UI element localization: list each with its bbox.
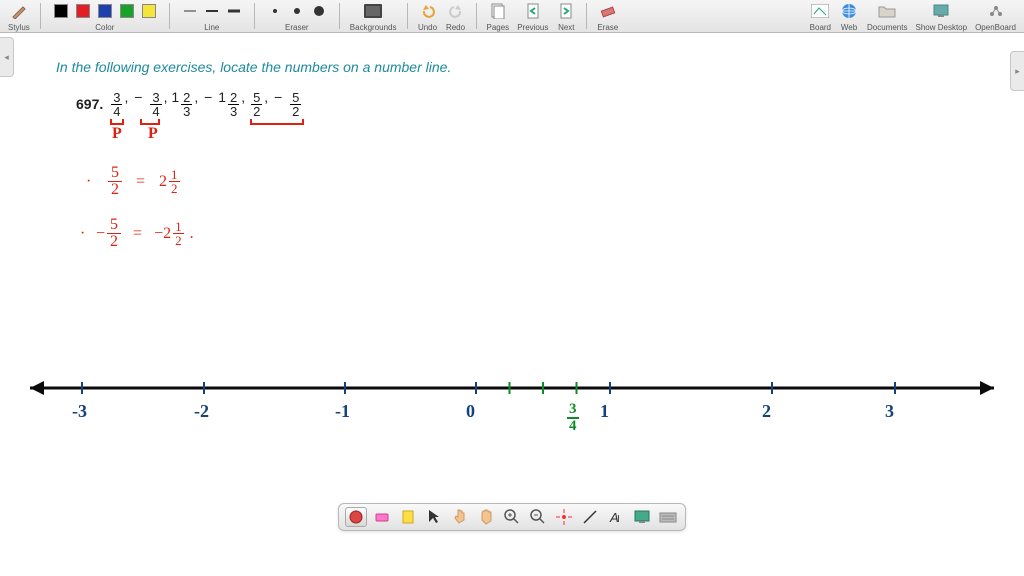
redo-icon[interactable] (446, 1, 466, 21)
previous-icon[interactable] (523, 1, 543, 21)
annotation-p2: P (148, 125, 158, 143)
undo-group: Undo (418, 0, 438, 32)
documents-icon[interactable] (877, 1, 897, 21)
tick-label: -1 (335, 401, 350, 422)
erase-label: Erase (597, 23, 618, 32)
documents-group: Documents (867, 0, 907, 32)
zoom-in-tool[interactable] (501, 507, 523, 527)
erase-group: Erase (597, 0, 618, 32)
color-swatch[interactable] (51, 1, 71, 21)
eraser-size-option[interactable] (265, 1, 285, 21)
erase-icon[interactable] (598, 1, 618, 21)
color-group: Color (51, 0, 159, 32)
laser-tool[interactable] (553, 507, 575, 527)
line-width-option[interactable] (202, 1, 222, 21)
board-icon[interactable] (810, 1, 830, 21)
redo-group: Redo (446, 0, 466, 32)
left-panel-tab[interactable]: ◂ (0, 37, 14, 77)
color-swatch[interactable] (95, 1, 115, 21)
screen-tool[interactable] (631, 507, 653, 527)
openboard-icon[interactable] (986, 1, 1006, 21)
annotation-p1: P (112, 125, 122, 143)
color-label: Color (95, 23, 114, 32)
web-label: Web (841, 23, 857, 32)
backgrounds-label: Backgrounds (350, 23, 397, 32)
text-tool[interactable]: AI (605, 507, 627, 527)
line-tool[interactable] (579, 507, 601, 527)
previous-label: Previous (517, 23, 548, 32)
line-label: Line (204, 23, 219, 32)
work-line-1: 5 2 = 2 1 2 (108, 165, 180, 198)
line-group: Line (180, 0, 244, 32)
pen-tool[interactable] (345, 507, 367, 527)
bullet-1: · (86, 173, 91, 191)
bracket-mark-3 (250, 119, 304, 125)
pages-group: Pages (487, 0, 510, 32)
bottom-toolbar: AI (338, 503, 686, 531)
documents-label: Documents (867, 23, 907, 32)
keyboard-tool[interactable] (657, 507, 679, 527)
board-label: Board (810, 23, 831, 32)
stylus-icon[interactable] (9, 1, 29, 21)
next-label: Next (558, 23, 574, 32)
showdesktop-icon[interactable] (931, 1, 951, 21)
svg-text:I: I (617, 514, 620, 525)
redo-label: Redo (446, 23, 465, 32)
pages-label: Pages (487, 23, 510, 32)
hand-point-tool[interactable] (449, 507, 471, 527)
fraction-tick-label: 34 (567, 397, 579, 434)
bullet-2: · (80, 225, 85, 243)
work-line-2: − 5 2 = − 2 1 2 . (96, 217, 194, 250)
tick-label: -3 (72, 401, 87, 422)
zoom-out-tool[interactable] (527, 507, 549, 527)
line-width-option[interactable] (180, 1, 200, 21)
tick-label: 2 (762, 401, 771, 422)
stylus-label: Stylus (8, 23, 30, 32)
color-swatch[interactable] (117, 1, 137, 21)
right-panel-tab[interactable]: ▸ (1010, 51, 1024, 91)
backgrounds-group: Backgrounds (350, 0, 397, 32)
tick-label: 1 (600, 401, 609, 422)
tick-label: 3 (885, 401, 894, 422)
top-toolbar: Stylus Color Line Eraser Backgrounds Und… (0, 0, 1024, 33)
eraser-tool[interactable] (371, 507, 393, 527)
showdesktop-label: Show Desktop (915, 23, 967, 32)
color-swatch[interactable] (73, 1, 93, 21)
next-icon[interactable] (556, 1, 576, 21)
eraser-size-option[interactable] (309, 1, 329, 21)
undo-icon[interactable] (418, 1, 438, 21)
problem-number: 697. (76, 96, 103, 112)
pointer-tool[interactable] (423, 507, 445, 527)
hand-tool[interactable] (475, 507, 497, 527)
number-line (0, 333, 1024, 453)
problem-line: 697. 34, − 34, 123, − 123, 52, − 52 (76, 89, 303, 118)
eraser-group: Eraser (265, 0, 329, 32)
web-group: Web (839, 0, 859, 32)
openboard-label: OpenBoard (975, 23, 1016, 32)
openboard-group: OpenBoard (975, 0, 1016, 32)
board-group: Board (810, 0, 831, 32)
eraser-size-option[interactable] (287, 1, 307, 21)
next-group: Next (556, 0, 576, 32)
eraser-label: Eraser (285, 23, 309, 32)
pages-icon[interactable] (488, 1, 508, 21)
color-swatch[interactable] (139, 1, 159, 21)
tick-label: 0 (466, 401, 475, 422)
stylus-group: Stylus (8, 0, 30, 32)
showdesktop-group: Show Desktop (915, 0, 967, 32)
backgrounds-icon[interactable] (363, 1, 383, 21)
tick-label: -2 (194, 401, 209, 422)
line-width-option[interactable] (224, 1, 244, 21)
instruction-text: In the following exercises, locate the n… (56, 59, 451, 75)
highlighter-tool[interactable] (397, 507, 419, 527)
previous-group: Previous (517, 0, 548, 32)
undo-label: Undo (418, 23, 437, 32)
canvas[interactable]: ◂ ▸ In the following exercises, locate t… (0, 33, 1024, 541)
web-icon[interactable] (839, 1, 859, 21)
